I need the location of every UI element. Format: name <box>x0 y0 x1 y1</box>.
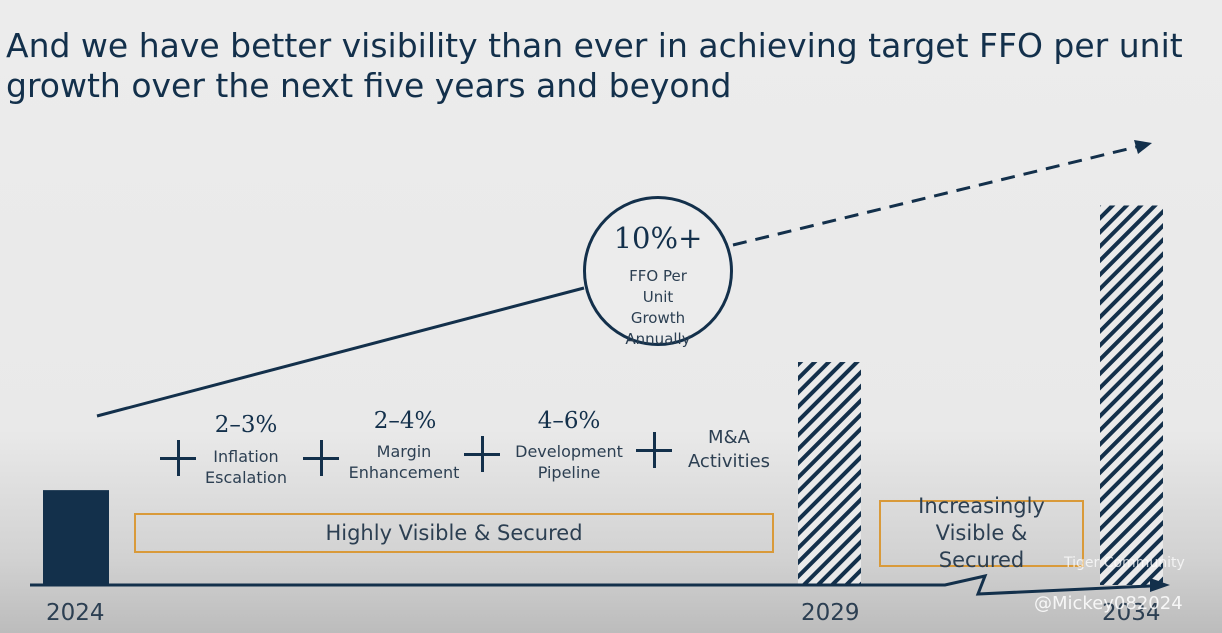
slide-title-line-2: growth over the next five years and beyo… <box>6 66 732 105</box>
component-label-inflation: Inflation Escalation <box>205 447 287 487</box>
plus-icon-1 <box>160 440 196 476</box>
year-label-2024: 2024 <box>46 600 105 626</box>
bar-2029 <box>798 362 861 585</box>
watermark-brand: Tiger Community <box>1064 555 1185 571</box>
slide-title: And we have better visibility than ever … <box>6 26 1206 106</box>
component-label-margin: Margin Enhancement <box>348 442 460 482</box>
component-label-ma: M&A Activities <box>687 427 771 472</box>
component-label-development: Development Pipeline <box>515 442 623 482</box>
watermark-handle: @Mickey082024 <box>1034 593 1183 614</box>
component-pct-development: 4–6% <box>537 408 601 434</box>
component-pct-margin: 2–4% <box>373 408 437 434</box>
highly-visible-box: Highly Visible & Secured <box>134 513 774 553</box>
increasingly-visible-box: Increasingly Visible & Secured <box>879 494 1084 572</box>
plus-icon-3 <box>464 436 500 472</box>
bar-2024 <box>43 490 109 585</box>
component-pct-inflation: 2–3% <box>214 412 278 438</box>
growth-target-circle: 10%+ FFO Per Unit Growth Annually <box>583 196 733 348</box>
growth-target-value: 10%+ <box>613 221 703 255</box>
bar-2034 <box>1100 205 1163 586</box>
growth-arrow-head <box>1134 140 1152 154</box>
x-axis-line <box>30 573 1151 596</box>
year-label-2034: 2034 <box>1102 600 1161 626</box>
slide-title-line-1: And we have better visibility than ever … <box>6 26 1183 65</box>
plus-icon-4 <box>636 432 672 468</box>
x-axis-arrow-head <box>1150 578 1170 592</box>
growth-target-label: FFO Per Unit Growth Annually <box>625 267 691 348</box>
growth-trend-dashed-line <box>732 144 1141 247</box>
plus-icon-2 <box>303 440 339 476</box>
year-label-2029: 2029 <box>801 600 860 626</box>
growth-trend-line <box>96 286 585 418</box>
